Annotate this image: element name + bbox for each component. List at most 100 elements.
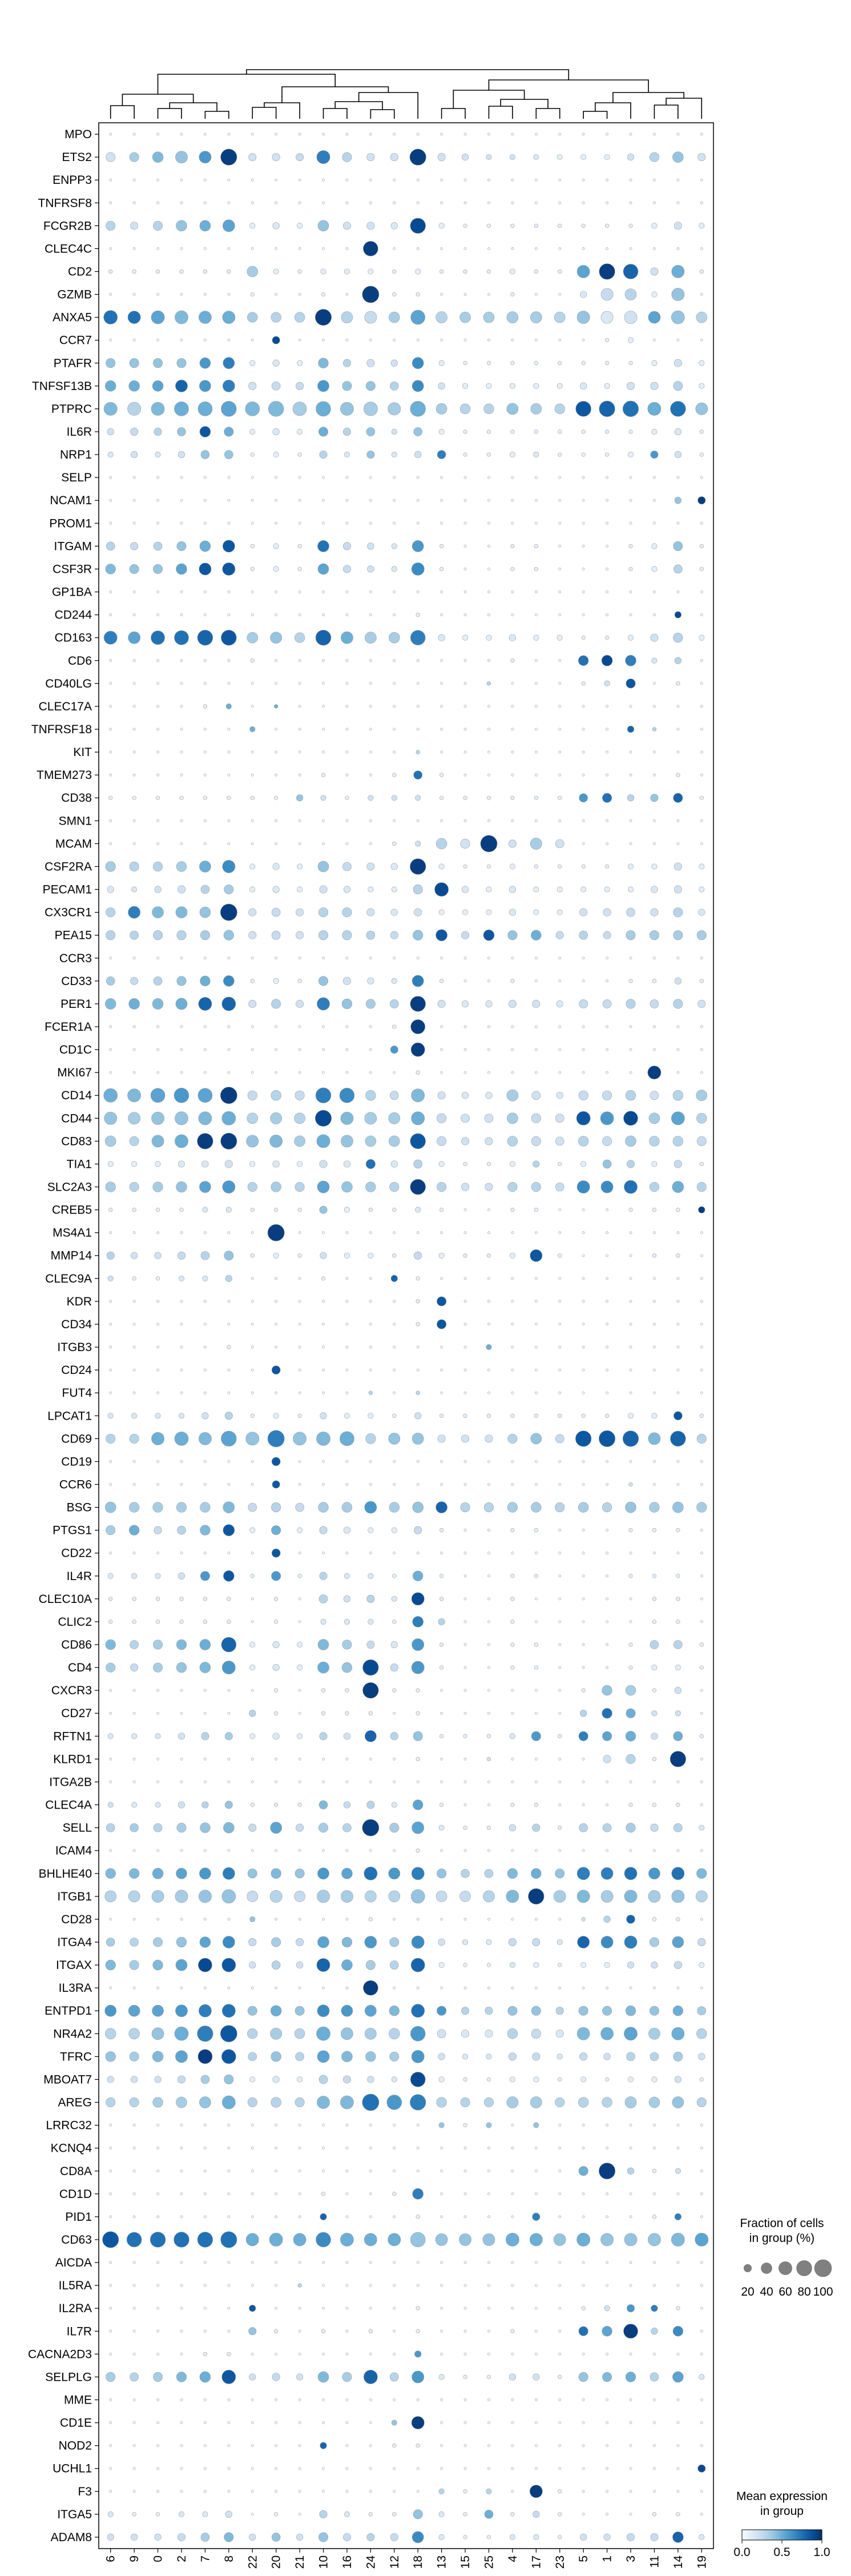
dot-cd63-group-0 [150,2232,166,2248]
dot-areg-group-2 [176,2096,187,2108]
dot-cd244-group-13 [440,613,443,617]
dot-per1-group-7 [198,996,212,1011]
dot-itga2b-group-9 [132,1781,136,1783]
dot-enpp3-group-15 [463,178,467,182]
dot-cacna2d3-group-21 [298,2352,301,2356]
dot-ccr6-group-7 [203,1483,207,1486]
dot-cd6-group-15 [463,659,467,662]
dot-kit-group-6 [109,750,112,754]
dot-cxcr3-group-3 [625,1685,636,1696]
dot-cd1d-group-20 [275,2192,278,2196]
dot-uchl1-group-4 [511,2467,514,2470]
dot-cd33-group-20 [273,978,279,984]
dot-gzmb-group-16 [345,293,349,296]
dot-ptprc-group-15 [459,403,471,415]
dot-tfrc-group-16 [341,2051,353,2063]
gene-label: NOD2 [59,2440,92,2453]
dot-bsg-group-11 [649,1502,660,1513]
dot-mpo-group-7 [203,132,207,136]
dot-mki67-group-24 [369,1071,372,1074]
dot-selplg-group-21 [296,2373,304,2381]
dot-cd63-group-3 [624,2233,638,2247]
dot-il7r-group-20 [274,2329,279,2333]
dot-il5ra-group-2 [180,2284,183,2287]
dot-csf2ra-group-18 [410,858,426,875]
dot-per1-group-8 [221,996,236,1011]
gene-label: NR4A2 [53,2027,92,2040]
dot-cd2-group-10 [320,268,326,275]
dot-tnfsf13b-group-0 [152,380,164,392]
dot-il6r-group-9 [130,428,139,436]
dot-anxa5-group-16 [341,311,353,324]
dot-clic2-group-14 [676,1619,680,1624]
dot-cd1c-group-8 [227,1048,231,1051]
dot-cd63-group-4 [505,2233,519,2247]
dot-kcnq4-group-3 [629,2147,632,2150]
dot-cd14-group-7 [197,1088,213,1103]
dot-tmem273-group-10 [321,773,326,777]
dot-cacna2d3-group-12 [393,2352,396,2356]
dot-itga5-group-0 [155,2512,160,2517]
dot-cd6-group-4 [510,658,515,663]
dot-tnfsf13b-group-5 [580,382,587,389]
dot-il4r-group-9 [131,1573,138,1579]
dot-clec9a-group-0 [155,1276,160,1281]
dot-tnfrsf8-group-4 [511,201,514,204]
dot-selp-group-17 [534,476,538,479]
dot-ccr3-group-12 [393,957,396,960]
dot-mpo-group-12 [393,132,396,136]
dot-per1-group-10 [317,997,330,1011]
dot-itga4-group-1 [600,1936,614,1948]
dot-cd27-group-14 [675,1710,681,1717]
dot-anxa5-group-21 [294,312,305,323]
dot-tnfsf13b-group-4 [509,383,515,389]
dot-cd14-group-13 [437,1091,446,1100]
dot-lpcat1-group-0 [155,1413,161,1419]
dot-lrrc32-group-18 [416,2124,420,2127]
dot-cd83-group-18 [410,1133,426,1150]
dot-bhlhe40-group-22 [247,1868,257,1879]
dot-slc2a3-group-25 [485,1183,493,1191]
dot-mmp14-group-6 [106,1251,115,1260]
dot-il2ra-group-23 [558,2306,562,2310]
dot-f3-group-1 [606,2490,609,2493]
dot-itgb1-group-18 [410,1889,425,1904]
dot-il6r-group-13 [438,428,445,435]
dot-kdr-group-15 [463,1300,467,1303]
dot-itgax-group-4 [509,1962,515,1968]
dot-mmp14-group-24 [368,1252,374,1259]
dot-ccr7-group-11 [653,339,656,342]
dot-cd28-group-12 [393,1918,396,1921]
dot-ccr6-group-1 [606,1483,609,1486]
dot-gzmb-group-5 [580,291,587,298]
dot-clec17a-group-8 [225,703,232,709]
dot-adam8-group-6 [107,2533,114,2541]
dot-cd22-group-6 [109,1552,112,1555]
dot-mcam-group-13 [435,838,447,850]
dot-cd83-group-4 [507,1136,518,1147]
dot-cd83-group-25 [485,1137,493,1146]
dot-mboat7-group-21 [297,2076,303,2083]
dot-ms4a1-group-5 [582,1231,585,1235]
dot-il4r-group-11 [652,1574,657,1578]
dot-prom1-group-14 [676,521,680,525]
dot-itgax-group-7 [198,1958,212,1972]
dot-nod2-group-24 [369,2444,372,2448]
gene-label: CD6 [68,654,92,668]
dot-icam4-group-25 [487,1849,490,1852]
dot-per1-group-16 [341,998,353,1010]
dot-csf2ra-group-17 [534,864,538,869]
dot-il7r-group-17 [534,2329,538,2333]
dot-mpo-group-19 [700,132,703,136]
color-legend-title: in group [760,2505,804,2518]
dot-il7r-group-6 [109,2329,112,2333]
dot-cd8a-group-3 [627,2167,635,2175]
dot-fcgr2b-group-25 [486,223,491,228]
dot-mki67-group-15 [463,1071,467,1074]
dot-mme-group-22 [251,2398,254,2401]
dot-cd28-group-6 [109,1918,112,1921]
dot-pecam1-group-5 [580,886,587,893]
dot-enpp3-group-16 [345,178,349,182]
dot-cd38-group-3 [627,794,635,802]
dot-clec4c-group-8 [227,247,231,250]
